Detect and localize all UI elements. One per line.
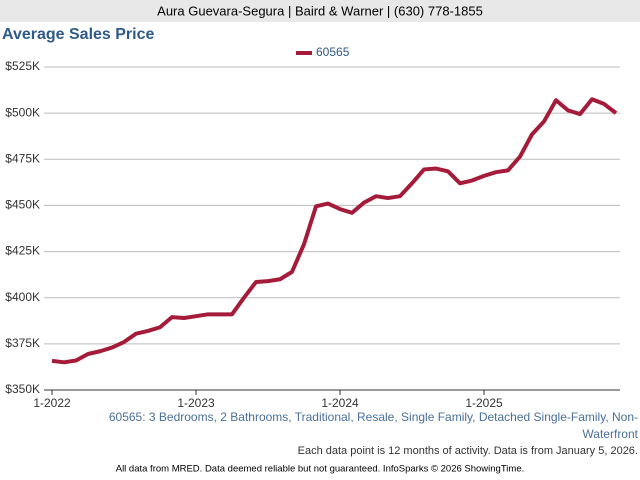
y-tick-label: $525K <box>5 59 40 73</box>
x-tick-label: 1-2023 <box>177 396 215 410</box>
source: All data from MRED. Data deemed reliable… <box>116 464 525 475</box>
y-tick-label: $450K <box>5 198 40 212</box>
header: Aura Guevara-Segura | Baird & Warner | (… <box>157 3 483 18</box>
chart-title: Average Sales Price <box>2 26 155 43</box>
x-tick-label: 1-2022 <box>33 396 71 410</box>
y-tick-label: $475K <box>5 151 40 165</box>
y-tick-label: $375K <box>5 336 40 350</box>
x-tick-label: 1-2024 <box>321 396 359 410</box>
y-tick-label: $350K <box>5 382 40 396</box>
header-bar <box>0 0 640 22</box>
description: 60565: 3 Bedrooms, 2 Bathrooms, Traditio… <box>108 410 638 441</box>
note: Each data point is 12 months of activity… <box>298 445 638 457</box>
data-line <box>51 97 618 365</box>
y-tick-label: $500K <box>5 105 40 119</box>
y-tick-label: $425K <box>5 244 40 258</box>
y-tick-label: $400K <box>5 290 40 304</box>
x-tick-label: 1-2025 <box>465 396 503 410</box>
legend-label: 60565 <box>316 45 350 59</box>
